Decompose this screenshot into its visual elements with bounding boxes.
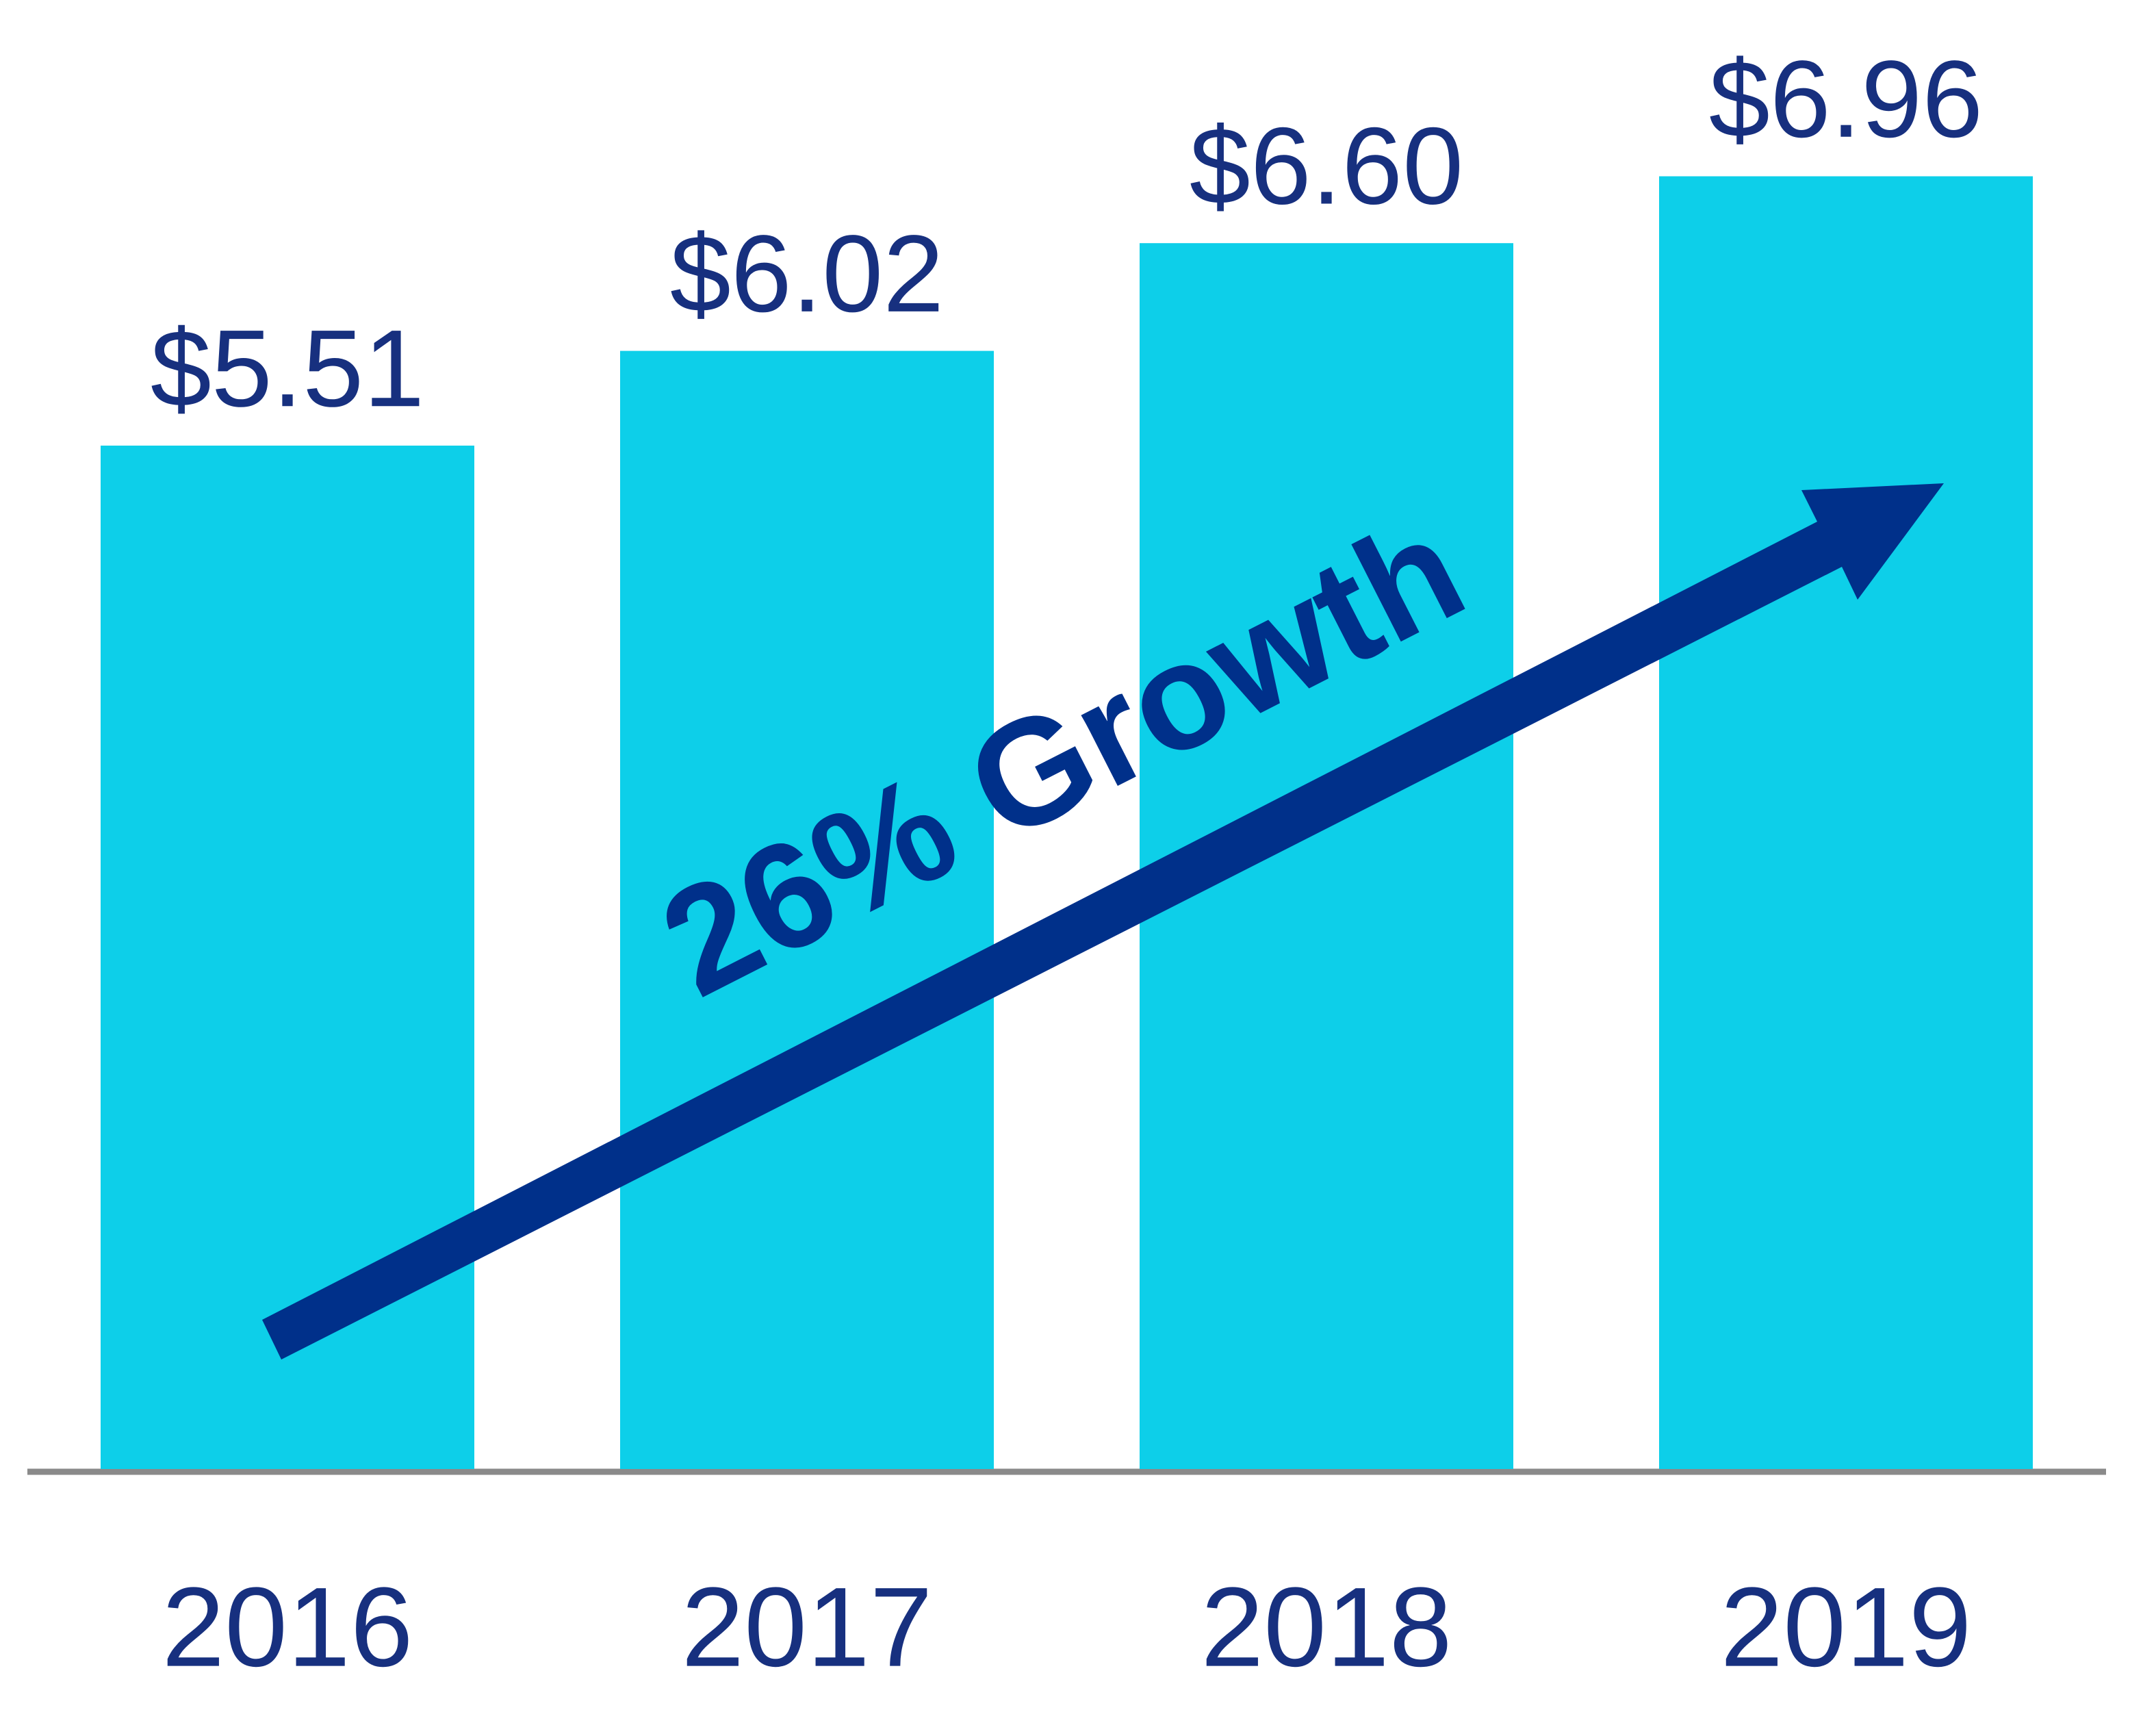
value-label: $5.51 [151, 307, 424, 429]
x-tick-label: 2017 [681, 1564, 932, 1690]
bar [101, 445, 474, 1469]
bars [101, 176, 2033, 1470]
x-tick-label: 2018 [1201, 1564, 1452, 1690]
value-label: $6.60 [1190, 104, 1463, 227]
x-tick-label: 2016 [162, 1564, 413, 1690]
bar [620, 350, 994, 1470]
value-label: $6.96 [1709, 38, 1983, 160]
bar [1659, 176, 2033, 1469]
x-tick-label: 2019 [1720, 1564, 1971, 1690]
growth-arrow [262, 483, 1944, 1360]
value-label: $6.02 [670, 212, 944, 335]
